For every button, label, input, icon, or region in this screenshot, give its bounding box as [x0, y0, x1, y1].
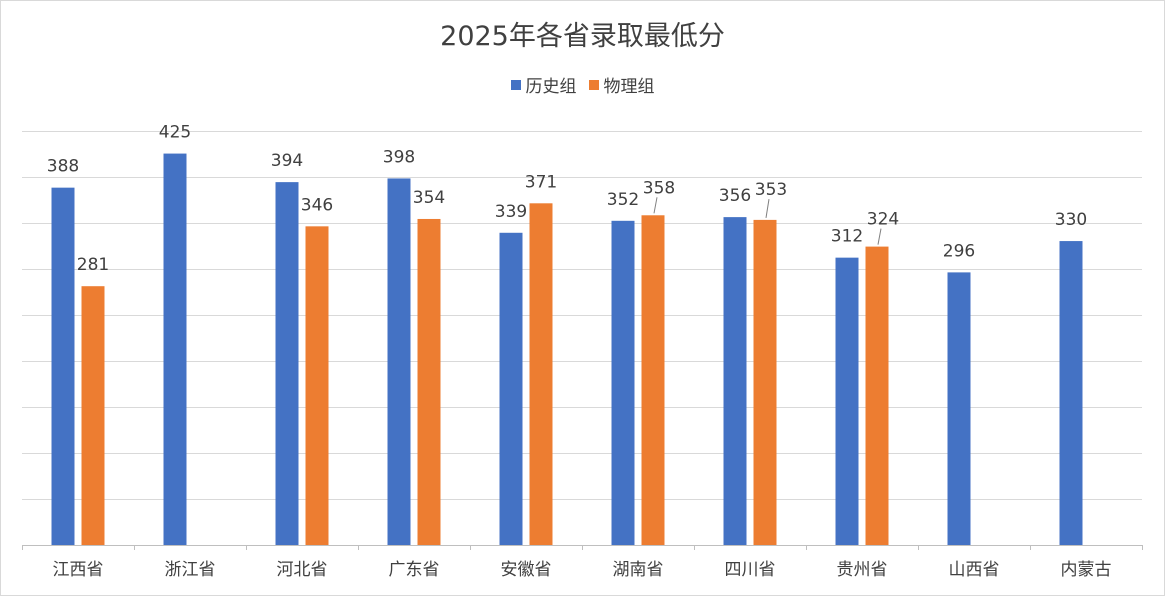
legend-item-physics: 物理组 — [588, 72, 655, 97]
x-tick-label: 河北省 — [277, 560, 328, 580]
bar-physics — [417, 218, 441, 545]
data-label: 354 — [413, 188, 445, 208]
data-label: 352 — [607, 190, 639, 210]
bar-physics — [753, 219, 777, 545]
bar-history — [1059, 241, 1083, 545]
x-tick-label: 内蒙古 — [1061, 560, 1112, 580]
data-label: 425 — [159, 123, 191, 143]
data-label: 398 — [383, 147, 415, 167]
x-tick-label: 安徽省 — [501, 560, 552, 580]
leader-line — [765, 199, 770, 218]
bar-history — [387, 178, 411, 545]
bar-history — [723, 217, 747, 545]
x-tick-label: 贵州省 — [837, 560, 888, 580]
data-label: 324 — [867, 210, 899, 230]
legend-swatch-history — [510, 79, 521, 90]
bar-history — [275, 182, 299, 545]
bar-history — [163, 153, 187, 545]
data-label: 394 — [271, 151, 303, 171]
bar-history — [611, 220, 635, 546]
data-label: 339 — [495, 202, 527, 222]
x-tick-label: 广东省 — [389, 560, 440, 580]
chart-title: 2025年各省录取最低分 — [440, 21, 725, 52]
legend: 历史组 物理组 — [0, 72, 1165, 97]
data-label: 356 — [719, 186, 751, 206]
x-tick-label: 山西省 — [949, 560, 1000, 580]
bar-physics — [641, 215, 665, 546]
data-label: 388 — [47, 157, 79, 177]
data-label: 353 — [755, 180, 787, 200]
data-label: 312 — [831, 227, 863, 247]
x-tick-label: 湖南省 — [613, 560, 664, 580]
legend-swatch-physics — [588, 79, 599, 90]
x-tick-label: 浙江省 — [165, 560, 216, 580]
data-label: 281 — [77, 255, 109, 275]
leader-line — [877, 228, 882, 245]
data-label: 346 — [301, 195, 333, 215]
bar-history — [499, 232, 523, 545]
legend-label-history: 历史组 — [525, 77, 577, 97]
data-label: 371 — [525, 172, 557, 192]
bar-history — [947, 272, 971, 545]
data-label: 330 — [1055, 210, 1087, 230]
bar-physics — [305, 226, 329, 546]
data-label: 296 — [943, 241, 975, 261]
x-tick-label: 江西省 — [53, 560, 104, 580]
bar-history — [835, 257, 859, 545]
data-label: 358 — [643, 178, 675, 198]
x-tick-label: 四川省 — [725, 560, 776, 580]
bar-history — [51, 187, 75, 546]
bar-physics — [81, 286, 105, 545]
leader-line — [653, 197, 658, 214]
bar-physics — [865, 246, 889, 545]
bar-physics — [529, 203, 553, 545]
legend-item-history: 历史组 — [510, 72, 577, 97]
legend-label-physics: 物理组 — [603, 77, 655, 97]
